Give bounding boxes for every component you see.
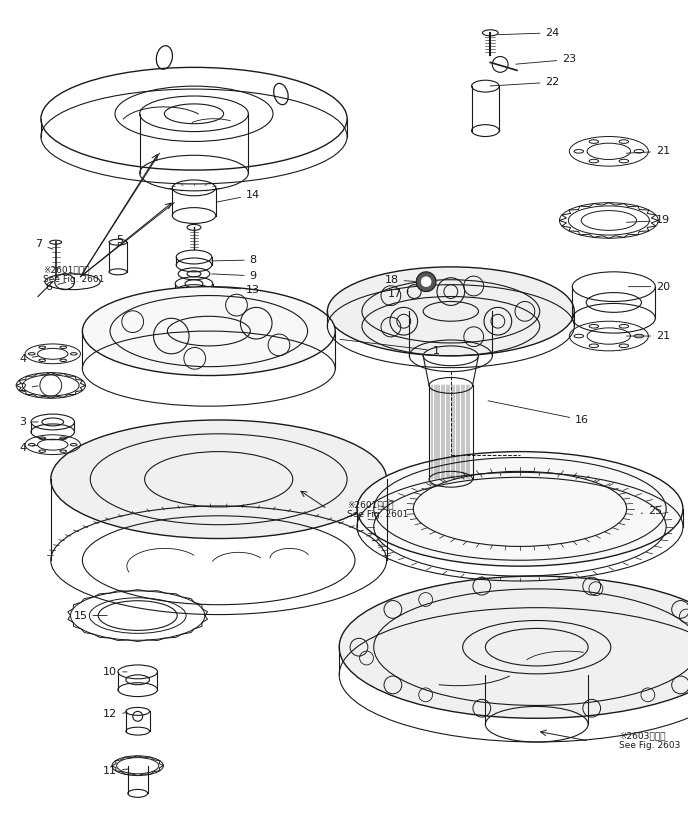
- Text: 7: 7: [35, 239, 53, 249]
- Ellipse shape: [83, 287, 335, 376]
- Ellipse shape: [51, 420, 386, 539]
- Text: See Fig. 2601: See Fig. 2601: [43, 275, 104, 284]
- Text: 8: 8: [211, 255, 257, 265]
- Text: 4: 4: [19, 354, 38, 364]
- Text: 22: 22: [490, 77, 559, 87]
- Text: 3: 3: [19, 417, 38, 427]
- Text: ※2601図参照: ※2601図参照: [43, 265, 90, 274]
- Text: 15: 15: [74, 611, 107, 621]
- Text: 10: 10: [103, 667, 127, 677]
- Ellipse shape: [357, 451, 683, 566]
- Text: 23: 23: [516, 55, 576, 65]
- Text: 24: 24: [498, 28, 559, 38]
- Circle shape: [421, 277, 431, 287]
- Text: 20: 20: [628, 282, 670, 292]
- Text: ※2603図参照: ※2603図参照: [619, 732, 665, 741]
- Text: 13: 13: [211, 284, 260, 294]
- Text: 12: 12: [103, 709, 127, 719]
- Text: 2: 2: [19, 383, 38, 393]
- Circle shape: [416, 272, 436, 292]
- Text: 21: 21: [626, 146, 670, 156]
- Text: ※2601図参照: ※2601図参照: [347, 500, 393, 509]
- Text: 11: 11: [103, 766, 129, 775]
- Text: 16: 16: [488, 401, 589, 425]
- Text: 6: 6: [45, 282, 66, 292]
- Text: 4: 4: [19, 443, 38, 453]
- Text: See Fig. 2603: See Fig. 2603: [619, 742, 680, 750]
- Text: 1: 1: [340, 339, 439, 356]
- Text: 5: 5: [117, 235, 124, 245]
- Text: 21: 21: [626, 331, 670, 341]
- Text: 17: 17: [387, 289, 409, 299]
- Text: 18: 18: [384, 274, 416, 284]
- Text: See Fig. 2601: See Fig. 2601: [347, 510, 409, 519]
- Text: 9: 9: [211, 271, 257, 281]
- Ellipse shape: [327, 267, 574, 356]
- Text: 19: 19: [626, 216, 670, 226]
- Text: 25: 25: [641, 506, 662, 516]
- Text: 14: 14: [216, 190, 261, 202]
- Ellipse shape: [339, 576, 695, 718]
